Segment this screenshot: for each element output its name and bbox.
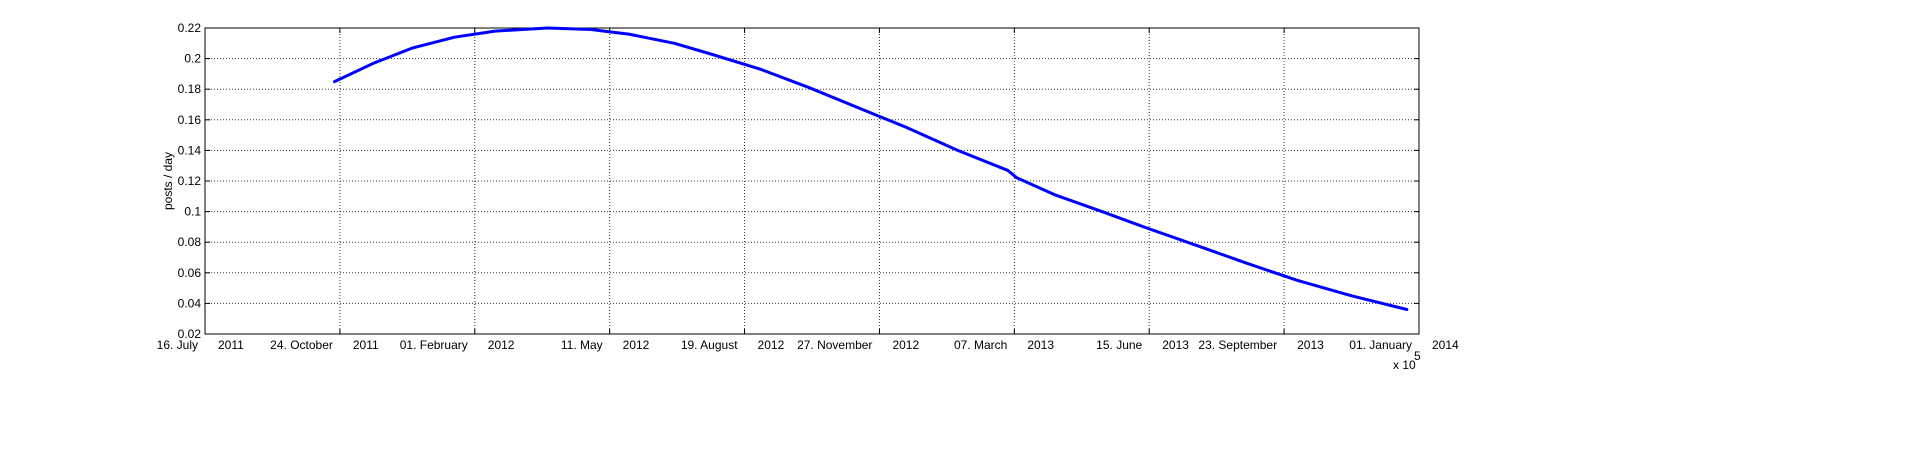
y-tick-label: 0.1 — [184, 205, 201, 219]
x-tick-label-year: 2013 — [1027, 338, 1054, 352]
y-axis: 0.02 0.04 0.06 0.08 0.1 0.12 0.14 0.16 0.18 0.2 0.… — [178, 21, 1419, 341]
y-tick-label: 0.16 — [178, 113, 202, 127]
x-tick-label-day: 01. February — [400, 338, 468, 352]
y-tick-label: 0.18 — [178, 82, 202, 96]
x-tick-label-day: 23. September — [1198, 338, 1277, 352]
x-tick-label-year: 2011 — [218, 338, 244, 352]
x-tick-label-year: 2013 — [1162, 338, 1189, 352]
x-tick-label-day: 16. July — [157, 338, 198, 352]
y-tick-label: 0.2 — [184, 52, 201, 66]
grid-lines — [205, 28, 1419, 334]
x-tick-label-day: 07. March — [954, 338, 1007, 352]
x-tick-label-year: 2012 — [488, 338, 515, 352]
x-tick-label-year: 2012 — [758, 338, 785, 352]
x-tick-label-year: 2012 — [623, 338, 650, 352]
y-tick-label: 0.08 — [178, 235, 202, 249]
y-tick-label: 0.04 — [178, 296, 202, 310]
x-tick-label-year: 2011 — [353, 338, 379, 352]
y-tick-label: 0.02 — [178, 327, 202, 341]
y-tick-label: 0.14 — [178, 143, 202, 157]
x-tick-label-day: 11. May — [561, 338, 603, 352]
x-axis-exponent-label: x 10 — [1393, 358, 1416, 372]
x-tick-label-day: 19. August — [681, 338, 738, 352]
x-axis-exponent-power: 5 — [1414, 349, 1421, 363]
x-tick-label-year: 2014 — [1432, 338, 1459, 352]
x-tick-label-day: 27. November — [797, 338, 872, 352]
y-axis-label: posts / day — [161, 152, 175, 210]
x-tick-label-year: 2012 — [892, 338, 919, 352]
x-tick-label-day: 24. October — [270, 338, 333, 352]
x-axis: 16. July 2011 24. October 2011 01. February 2… — [157, 28, 1459, 352]
series-line-posts-per-day — [333, 26, 1409, 311]
x-tick-label-day: 01. January — [1349, 338, 1412, 352]
x-tick-label-year: 2013 — [1297, 338, 1324, 352]
y-tick-label: 0.06 — [178, 266, 202, 280]
x-tick-label-day: 15. June — [1096, 338, 1142, 352]
y-tick-label: 0.12 — [178, 174, 202, 188]
y-tick-label: 0.22 — [178, 21, 202, 35]
